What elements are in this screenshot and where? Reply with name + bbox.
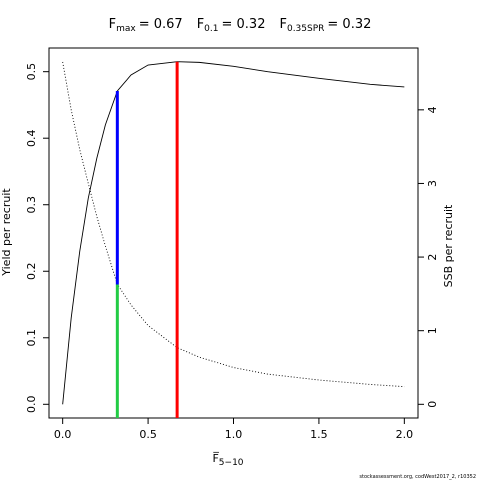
y-label: Yield per recruit <box>0 188 13 277</box>
title-value: = 0.32 <box>222 17 266 32</box>
x-tick-label: 0.5 <box>139 428 157 441</box>
y2-tick-label: 2 <box>426 254 439 261</box>
x-tick-label: 2.0 <box>396 428 414 441</box>
title-subscript: 0.1 <box>204 24 218 34</box>
footnote: stockassessment.org, codWest2017_2, r103… <box>359 474 476 480</box>
y2-tick-label: 3 <box>426 180 439 187</box>
x-label-main: F̅ <box>212 452 219 465</box>
y2-tick-label: 4 <box>426 106 439 113</box>
y-tick-label: 0.4 <box>25 129 38 147</box>
y2-label: SSB per recruit <box>442 204 455 287</box>
y-tick-label: 0.1 <box>25 329 38 347</box>
chart-title: Fmax = 0.67 F0.1 = 0.32 F0.35SPR = 0.32 <box>109 17 372 34</box>
title-value: = 0.67 <box>139 17 183 32</box>
y-tick-label: 0.0 <box>25 396 38 414</box>
y2-tick-label: 0 <box>426 401 439 408</box>
x-tick-label: 1.5 <box>310 428 328 441</box>
title-subscript: 0.35SPR <box>287 24 324 34</box>
x-tick-label: 0.0 <box>54 428 72 441</box>
title-symbol: F <box>197 17 204 32</box>
y-tick-label: 0.3 <box>25 196 38 214</box>
y-tick-label: 0.2 <box>25 263 38 281</box>
title-value: = 0.32 <box>327 17 371 32</box>
x-tick-label: 1.0 <box>225 428 243 441</box>
title-subscript: max <box>116 24 136 34</box>
series-line <box>62 61 405 388</box>
x-label-subscript: 5−10 <box>219 458 244 468</box>
x-label: F̅5−10 <box>212 452 243 468</box>
title-symbol: F <box>109 17 116 32</box>
y-tick-label: 0.5 <box>25 63 38 81</box>
y2-tick-label: 1 <box>426 327 439 334</box>
series-line <box>62 61 405 405</box>
title-symbol: F <box>279 17 286 32</box>
plot-frame <box>48 47 419 419</box>
